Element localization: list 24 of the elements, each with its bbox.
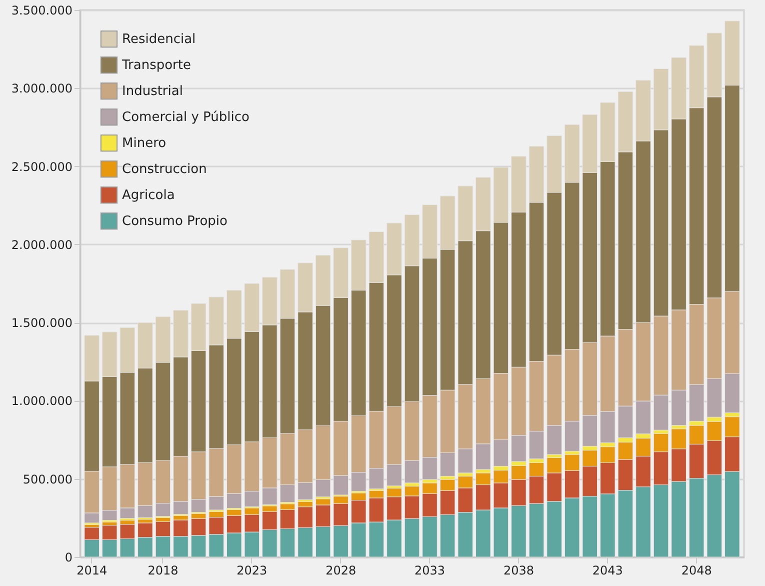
y-tick-label: 2.500.000 (11, 160, 72, 174)
x-tick-label: 2033 (414, 564, 446, 578)
legend-label: Transporte (121, 58, 191, 73)
legend-label: Construccion (122, 162, 207, 177)
y-tick-label: 1.500.000 (11, 316, 72, 330)
x-tick-label: 2048 (681, 564, 712, 578)
y-tick-label: 0 (64, 550, 72, 564)
y-tick-label: 1.000.000 (11, 394, 72, 408)
x-tick-label: 2023 (236, 564, 268, 578)
y-tick-label: 3.000.000 (11, 82, 72, 96)
legend-label: Comercial y Público (122, 110, 250, 125)
legend-label: Residencial (122, 32, 196, 47)
x-tick-label: 2043 (592, 564, 623, 578)
legend-label: Minero (122, 136, 166, 151)
x-tick-label: 2028 (326, 564, 356, 578)
legend-label: Agricola (122, 188, 175, 203)
x-tick-label: 2038 (503, 564, 534, 578)
x-tick-label: 2018 (148, 564, 178, 578)
y-tick-label: 3.500.000 (11, 4, 72, 18)
legend-label: Industrial (122, 84, 183, 99)
y-tick-label: 2.000.000 (11, 238, 72, 252)
x-tick-label: 2014 (76, 564, 108, 578)
legend-label: Consumo Propio (122, 214, 228, 229)
y-tick-label: 500.000 (22, 472, 72, 486)
